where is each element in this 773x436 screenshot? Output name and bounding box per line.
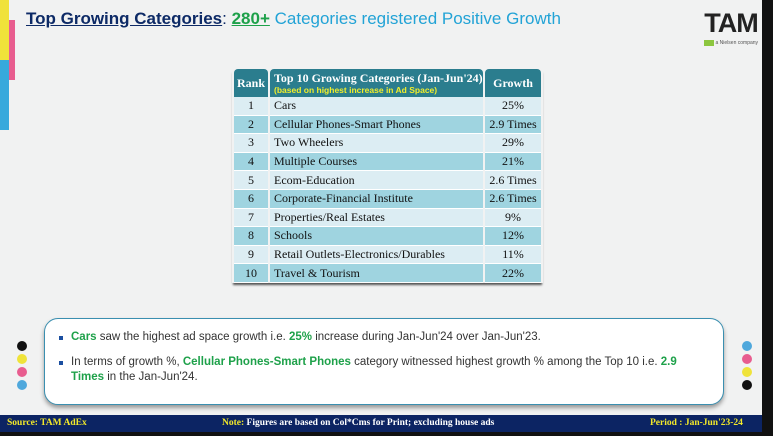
growth-table: Rank Top 10 Growing Categories (Jan-Jun'… <box>232 69 543 283</box>
cell-category: Cellular Phones-Smart Phones <box>270 115 483 135</box>
cell-rank: 9 <box>234 245 268 265</box>
table-row: 6 Corporate-Financial Institute 2.6 Times <box>234 189 541 209</box>
cell-category: Travel & Tourism <box>270 264 483 283</box>
cell-growth: 25% <box>485 97 541 116</box>
table-row: 4 Multiple Courses 21% <box>234 152 541 172</box>
cell-rank: 7 <box>234 208 268 228</box>
decor-dots-right <box>742 341 752 393</box>
summary-bullet: Cars saw the highest ad space growth i.e… <box>59 330 701 345</box>
table-row: 5 Ecom-Education 2.6 Times <box>234 171 541 190</box>
cell-growth: 29% <box>485 134 541 153</box>
cell-rank: 1 <box>234 97 268 116</box>
cell-rank: 6 <box>234 189 268 209</box>
cell-growth: 2.6 Times <box>485 189 541 209</box>
cell-rank: 2 <box>234 115 268 135</box>
cell-category: Multiple Courses <box>270 152 483 172</box>
cell-rank: 10 <box>234 264 268 283</box>
decor-dots-left <box>17 341 27 393</box>
cell-category: Ecom-Education <box>270 171 483 190</box>
header-growth: Growth <box>485 69 541 97</box>
table-row: 2 Cellular Phones-Smart Phones 2.9 Times <box>234 115 541 135</box>
cell-rank: 8 <box>234 227 268 246</box>
table-row: 3 Two Wheelers 29% <box>234 134 541 153</box>
table-row: 10 Travel & Tourism 22% <box>234 264 541 283</box>
right-edge <box>762 0 773 436</box>
decor-stripe-blue <box>0 60 9 130</box>
cell-growth: 11% <box>485 245 541 265</box>
tam-logo: TAM a Nielsen company <box>700 8 762 52</box>
cell-growth: 9% <box>485 208 541 228</box>
header-category: Top 10 Growing Categories (Jan-Jun'24) (b… <box>270 69 483 97</box>
cell-growth: 12% <box>485 227 541 246</box>
cell-category: Cars <box>270 97 483 116</box>
footer-bar: Source: TAM AdEx Note: Figures are based… <box>0 415 762 432</box>
logo-text: TAM <box>704 8 758 38</box>
table-row: 9 Retail Outlets-Electronics/Durables 11% <box>234 245 541 265</box>
cell-rank: 3 <box>234 134 268 153</box>
cell-growth: 2.9 Times <box>485 115 541 135</box>
footer-note: Note: Figures are based on Col*Cms for P… <box>222 418 495 428</box>
summary-bullet: In terms of growth %, Cellular Phones-Sm… <box>59 355 701 385</box>
cell-growth: 22% <box>485 264 541 283</box>
table-row: 8 Schools 12% <box>234 227 541 246</box>
footer-period: Period : Jan-Jun'23-24 <box>650 418 743 428</box>
cell-rank: 4 <box>234 152 268 172</box>
cell-category: Corporate-Financial Institute <box>270 189 483 209</box>
decor-stripe-pink <box>9 20 15 80</box>
table-row: 1 Cars 25% <box>234 97 541 116</box>
footer-source: Source: TAM AdEx <box>7 418 87 428</box>
logo-subtext: a Nielsen company <box>703 40 758 47</box>
decor-stripe-yellow <box>0 0 9 60</box>
table-row: 7 Properties/Real Estates 9% <box>234 208 541 228</box>
page-title: Top Growing Categories: 280+ Categories … <box>26 9 561 28</box>
cell-category: Retail Outlets-Electronics/Durables <box>270 245 483 265</box>
header-rank: Rank <box>234 69 268 97</box>
cell-rank: 5 <box>234 171 268 190</box>
cell-growth: 2.6 Times <box>485 171 541 190</box>
summary-box: Cars saw the highest ad space growth i.e… <box>44 318 724 405</box>
cell-category: Two Wheelers <box>270 134 483 153</box>
cell-growth: 21% <box>485 152 541 172</box>
cell-category: Properties/Real Estates <box>270 208 483 228</box>
cell-category: Schools <box>270 227 483 246</box>
